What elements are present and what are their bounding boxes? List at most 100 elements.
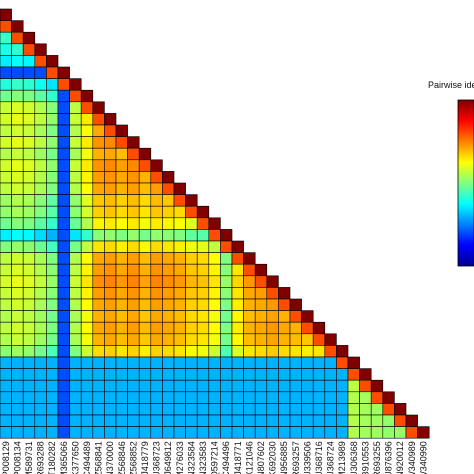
x-tick-label: OQ597214 (210, 441, 220, 474)
heatmap-cell (115, 379, 128, 393)
heatmap-cell (92, 391, 105, 404)
heatmap-cell (69, 333, 82, 346)
heatmap-cell (231, 345, 244, 358)
heatmap-cell (11, 182, 24, 195)
heatmap-cell (104, 159, 117, 172)
heatmap-cell (0, 426, 12, 439)
heatmap-cell (185, 379, 198, 393)
x-tick-label: KP008129 (1, 441, 11, 474)
x-tick-label: MZ568841 (94, 441, 104, 474)
heatmap-cell (57, 414, 70, 427)
heatmap-cell (57, 263, 70, 277)
heatmap-cell (254, 426, 268, 439)
heatmap-cell (196, 252, 210, 265)
heatmap-cell (115, 403, 128, 416)
heatmap-cell (138, 229, 152, 242)
heatmap-cell (208, 252, 221, 265)
heatmap-cell (336, 426, 349, 439)
heatmap-cell (138, 321, 152, 335)
heatmap-cell (185, 414, 198, 427)
heatmap-cell (347, 426, 360, 439)
heatmap-cell (289, 403, 302, 416)
heatmap-cell (150, 171, 163, 184)
heatmap-cell (150, 287, 163, 300)
heatmap-cell (34, 113, 47, 126)
heatmap-cell (336, 403, 349, 416)
heatmap-cell (347, 356, 360, 369)
heatmap-cell (34, 55, 47, 68)
heatmap-cell (208, 310, 221, 323)
heatmap-cell (104, 287, 117, 300)
heatmap-cell (34, 391, 47, 404)
heatmap-cell (208, 368, 221, 381)
heatmap-cell (34, 147, 47, 161)
heatmap-cell (69, 194, 82, 207)
heatmap-cell (11, 368, 24, 381)
heatmap-cell (127, 379, 140, 393)
heatmap-cell (301, 403, 314, 416)
heatmap-cell (208, 391, 221, 404)
heatmap-cell (115, 310, 128, 323)
heatmap-cell (243, 321, 256, 335)
heatmap-cell (57, 275, 70, 288)
heatmap-cell (0, 194, 12, 207)
heatmap-cell (92, 368, 105, 381)
heatmap-cell (220, 229, 233, 242)
heatmap-cell (11, 159, 24, 172)
heatmap-cell (57, 205, 70, 219)
heatmap-cell (69, 229, 82, 242)
heatmap-cell (57, 403, 70, 416)
x-tick-label: FR693288 (36, 441, 46, 474)
heatmap-cell (34, 345, 47, 358)
heatmap-cell (370, 426, 384, 439)
heatmap-cell (185, 275, 198, 288)
heatmap-cell (359, 414, 372, 427)
heatmap-cell (208, 275, 221, 288)
heatmap-cell (185, 391, 198, 404)
heatmap-cell (220, 310, 233, 323)
heatmap-cell (336, 356, 349, 369)
x-tick-label: AJ418771 (233, 441, 243, 474)
heatmap-cell (289, 298, 302, 311)
heatmap-cell (0, 20, 12, 33)
heatmap-cell (0, 8, 12, 21)
heatmap-cell (57, 298, 70, 311)
heatmap-cell (92, 113, 105, 126)
heatmap-cell (278, 368, 291, 381)
heatmap-cell (162, 333, 175, 346)
heatmap-cell (57, 426, 70, 439)
heatmap-cell (115, 275, 128, 288)
heatmap-cell (220, 252, 233, 265)
heatmap-cell (220, 426, 233, 439)
heatmap-cell (11, 205, 24, 219)
heatmap-cell (162, 298, 175, 311)
heatmap-cell (11, 113, 24, 126)
heatmap-cell (173, 263, 186, 277)
heatmap-cell (243, 368, 256, 381)
heatmap-cell (69, 403, 82, 416)
heatmap-cell (69, 159, 82, 172)
x-tick-label: MW340989 (407, 441, 417, 474)
heatmap-cell (80, 368, 94, 381)
heatmap-cell (69, 240, 82, 253)
heatmap-cell (22, 275, 36, 288)
heatmap-cell (417, 426, 430, 439)
heatmap-cell (196, 217, 210, 230)
heatmap-cell (138, 159, 152, 172)
x-tick-label: MK377650 (70, 441, 80, 474)
heatmap-cell (173, 379, 186, 393)
heatmap-cell (80, 298, 94, 311)
heatmap-cell (127, 298, 140, 311)
x-tick-label: MN956885 (279, 441, 289, 474)
heatmap-cell (173, 217, 186, 230)
heatmap-cell (266, 345, 279, 358)
heatmap-cell (185, 345, 198, 358)
heatmap-cell (278, 287, 291, 300)
heatmap-cell (312, 368, 326, 381)
heatmap-cell (46, 345, 59, 358)
heatmap-cell (173, 310, 186, 323)
heatmap-cell (278, 426, 291, 439)
heatmap-cell (46, 159, 59, 172)
heatmap-cell (254, 263, 268, 277)
heatmap-cell (336, 391, 349, 404)
